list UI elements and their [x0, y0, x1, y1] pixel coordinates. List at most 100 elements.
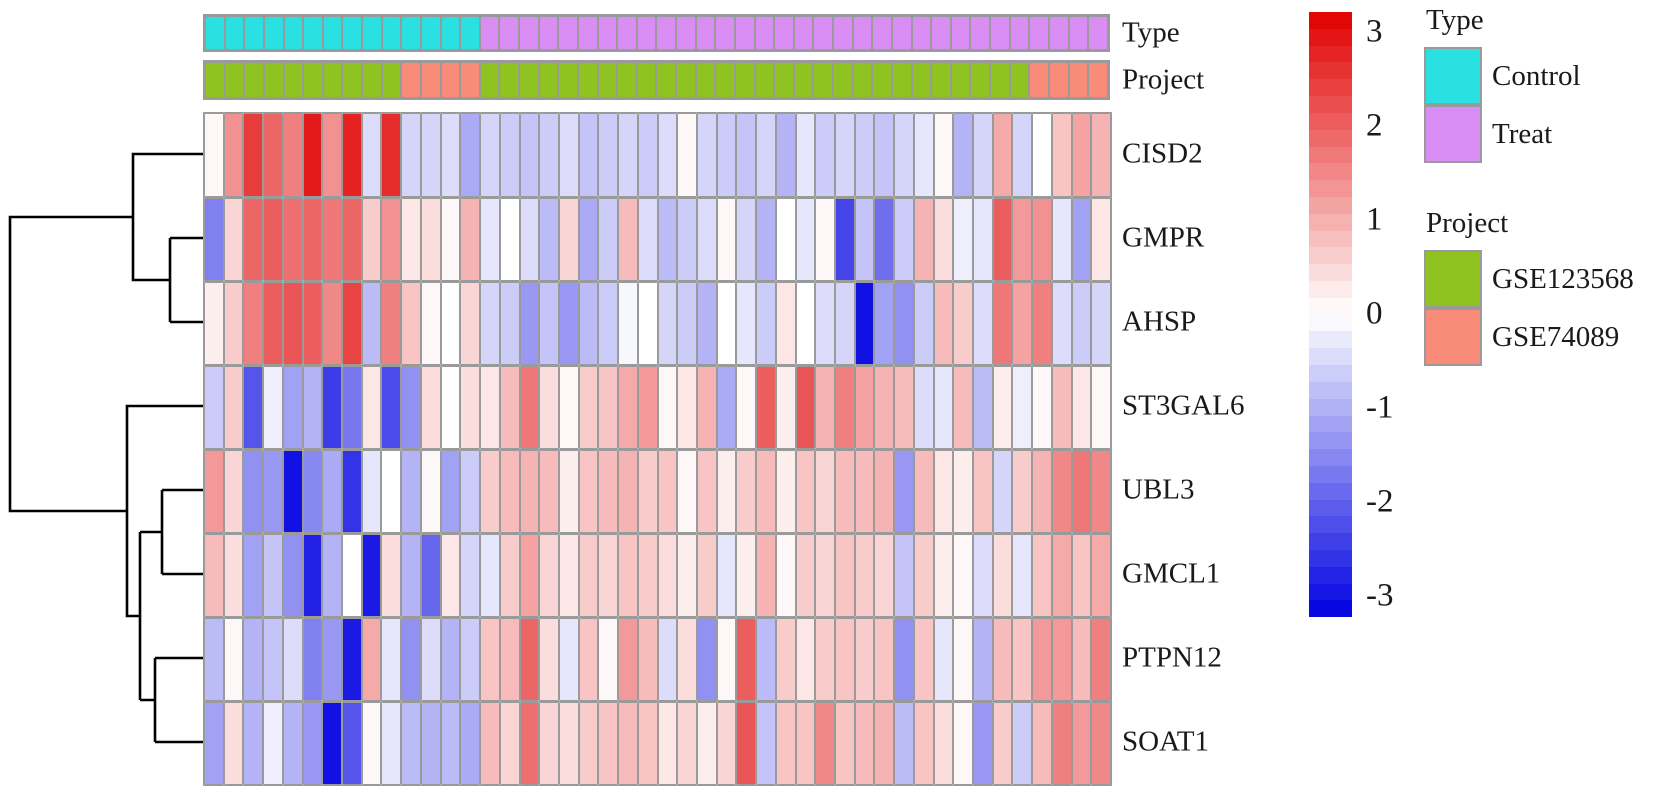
heatmap-cell [499, 366, 520, 449]
heatmap-cell [677, 450, 697, 533]
heatmap-cell [440, 534, 461, 617]
heatmap-cell [1071, 618, 1092, 701]
type-annotation-cell [401, 16, 421, 50]
gene-label-ptpn12: PTPN12 [1122, 641, 1222, 674]
heatmap-cell [835, 702, 855, 785]
colorbar-step [1309, 566, 1352, 584]
heatmap-cell [894, 198, 914, 281]
heatmap-cell [913, 366, 934, 449]
heatmap-cell [223, 534, 244, 617]
project-annotation-cell [774, 62, 794, 98]
heatmap-cell [953, 534, 974, 617]
type-annotation-cell [695, 16, 716, 50]
heatmap-cell [1012, 113, 1033, 197]
heatmap-cell [677, 198, 697, 281]
project-annotation-cell [558, 62, 578, 98]
heatmap-cell [815, 702, 835, 785]
heatmap-cell [440, 702, 461, 785]
heatmap-cell [361, 366, 382, 449]
type-annotation-bar [203, 14, 1110, 52]
heatmap-cell [1032, 450, 1052, 533]
type-annotation-cell [617, 16, 637, 50]
heatmap-cell [894, 534, 914, 617]
project-annotation-cell [813, 62, 833, 98]
project-annotation-cell [1048, 62, 1069, 98]
heatmap-cell [835, 534, 855, 617]
colorbar-step [1309, 230, 1352, 248]
heatmap-cell [1012, 366, 1033, 449]
colorbar-step [1309, 79, 1352, 97]
heatmap-cell [342, 282, 362, 365]
heatmap-cell [243, 702, 264, 785]
heatmap-cell [677, 282, 697, 365]
row-dendrogram [8, 152, 203, 744]
heatmap-cell [539, 618, 559, 701]
heatmap-cell [953, 702, 974, 785]
heatmap-cell [637, 534, 658, 617]
type-annotation-cell [676, 16, 696, 50]
heatmap-cell [519, 198, 540, 281]
project-annotation-cell [263, 62, 284, 98]
colorbar-tick-1: 1 [1366, 201, 1383, 238]
heatmap-cell [282, 282, 303, 365]
heatmap-cell [1032, 618, 1052, 701]
type-annotation-cell [303, 16, 323, 50]
colorbar-step [1309, 297, 1352, 315]
heatmap-cell [263, 534, 283, 617]
heatmap-cell [716, 450, 737, 533]
heatmap-cell [322, 618, 343, 701]
legend-project-item: GSE123568 [1424, 250, 1654, 308]
colorbar-tick-2: 2 [1366, 107, 1383, 144]
project-annotation-cell [676, 62, 696, 98]
heatmap-cell [775, 618, 796, 701]
colorbar-tick--2: -2 [1366, 483, 1394, 520]
gene-label-cisd2: CISD2 [1122, 137, 1203, 170]
heatmap-cell [1071, 366, 1092, 449]
heatmap-cell [223, 618, 244, 701]
type-annotation-cell [224, 16, 245, 50]
heatmap-cell [756, 450, 776, 533]
colorbar-step [1309, 12, 1352, 29]
heatmap-cell [243, 198, 264, 281]
heatmap-cell [874, 450, 895, 533]
heatmap-cell [1091, 618, 1112, 701]
colorbar-step [1309, 365, 1352, 382]
heatmap-cell [361, 198, 382, 281]
project-annotation-cell [244, 62, 264, 98]
colorbar-tick--1: -1 [1366, 389, 1394, 426]
heatmap-cell [795, 198, 816, 281]
heatmap-cell [637, 618, 658, 701]
heatmap-cell [1032, 198, 1052, 281]
heatmap-cell [539, 198, 559, 281]
heatmap-cell [1091, 282, 1112, 365]
type-annotation-cell [1088, 16, 1108, 50]
heatmap-cell [578, 450, 599, 533]
heatmap-cell [696, 282, 717, 365]
heatmap-cell [933, 113, 954, 197]
heatmap-cell [204, 282, 224, 365]
heatmap-row-gmpr [204, 197, 1112, 281]
type-annotation-cell [597, 16, 618, 50]
heatmap-cell [815, 282, 835, 365]
heatmap-cell [1051, 618, 1072, 701]
heatmap-cell [420, 702, 441, 785]
type-annotation-cell [715, 16, 735, 50]
heatmap-cell [539, 282, 559, 365]
heatmap-cell [204, 366, 224, 449]
colorbar [1309, 12, 1352, 618]
colorbar-step [1309, 45, 1352, 63]
type-annotation-cell [931, 16, 951, 50]
heatmap-cell [322, 198, 343, 281]
heatmap-cell [361, 113, 382, 197]
heatmap-cell [243, 450, 264, 533]
heatmap-cell [795, 450, 816, 533]
heatmap-cell [696, 450, 717, 533]
heatmap-cell [243, 366, 264, 449]
heatmap-cell [1091, 366, 1112, 449]
heatmap-cell [460, 198, 481, 281]
heatmap-cell [775, 113, 796, 197]
heatmap-cell [835, 366, 855, 449]
heatmap-cell [775, 450, 796, 533]
heatmap-cell [263, 282, 283, 365]
heatmap-cell [1051, 450, 1072, 533]
